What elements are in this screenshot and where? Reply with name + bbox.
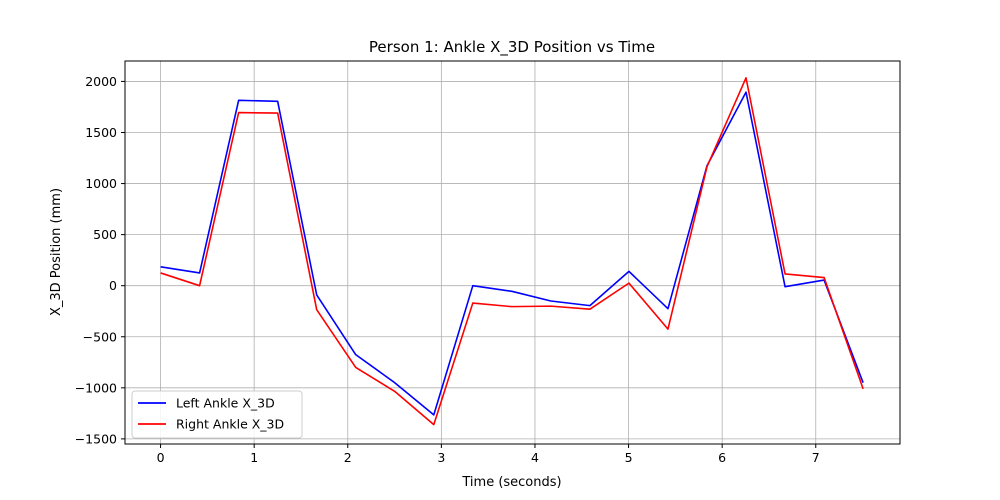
y-tick-label: −1500 (75, 431, 117, 446)
series-line-right-ankle (160, 77, 864, 426)
x-tick-label: 4 (531, 450, 539, 465)
x-tick-label: 1 (250, 450, 258, 465)
y-tick-label: −1000 (75, 380, 117, 395)
x-tick-label: 3 (437, 450, 445, 465)
plot-frame (124, 60, 901, 445)
y-tick-label: 0 (109, 278, 117, 293)
y-tick-label: 2000 (85, 74, 117, 89)
x-tick-label: 7 (812, 450, 820, 465)
series-line-left-ankle (160, 91, 864, 416)
x-tick-label: 0 (157, 450, 165, 465)
y-axis-label: X_3D Position (mm) (49, 188, 64, 316)
series-lines (160, 77, 864, 426)
x-tick-label: 6 (718, 450, 726, 465)
legend: Left Ankle X_3D Right Ankle X_3D (131, 390, 303, 439)
y-tick-label: 1500 (85, 125, 117, 140)
x-tick-label: 5 (625, 450, 633, 465)
y-tick-label: 500 (93, 227, 117, 242)
legend-label-right-ankle: Right Ankle X_3D (176, 417, 284, 432)
x-ticks: 0 1 2 3 4 5 6 7 (157, 444, 820, 465)
x-tick-label: 2 (344, 450, 352, 465)
y-tick-label: 1000 (85, 176, 117, 191)
legend-box (131, 390, 303, 439)
legend-label-left-ankle: Left Ankle X_3D (176, 396, 275, 411)
x-axis-label: Time (seconds) (461, 475, 561, 490)
y-ticks: −1500 −1000 −500 0 500 1000 1500 2000 (75, 74, 125, 446)
y-tick-label: −500 (83, 329, 117, 344)
grid (125, 61, 900, 444)
chart-title: Person 1: Ankle X_3D Position vs Time (369, 38, 655, 57)
